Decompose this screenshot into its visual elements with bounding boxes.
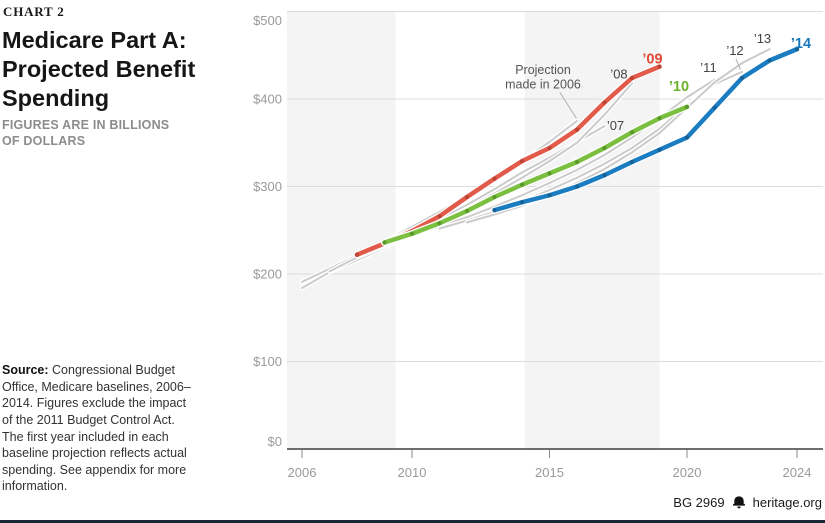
- label-pointer-12: [735, 58, 741, 71]
- series-label-14: ’14: [791, 36, 811, 52]
- data-point-14-2013: [492, 208, 497, 213]
- bottom-rule: [0, 520, 825, 523]
- series-label-08: ’08: [610, 66, 627, 81]
- chart-title-line2: Projected Benefit: [2, 56, 196, 83]
- data-point-09-2012: [464, 194, 470, 200]
- data-point-10-2013: [492, 194, 497, 200]
- background-band-0: [286, 11, 396, 449]
- data-point-10-2012: [464, 208, 470, 214]
- data-point-10-2015: [547, 171, 552, 176]
- data-point-14-2021: [712, 105, 717, 110]
- background-band-1: [524, 11, 660, 449]
- data-point-09-2015: [547, 145, 552, 151]
- data-point-14-2022: [739, 75, 745, 81]
- projection-line-14: [492, 46, 800, 213]
- series-label-09: ’09: [642, 52, 662, 68]
- series-label-07: ’07: [607, 118, 624, 133]
- data-point-10-2020: [684, 104, 690, 109]
- annotation-line1: Projection: [515, 63, 571, 77]
- liberty-bell-icon: [732, 495, 745, 508]
- data-point-10-2017: [602, 145, 607, 151]
- data-point-14-2024: [794, 47, 800, 52]
- data-point-14-2017: [602, 173, 607, 178]
- data-point-10-2009: [382, 240, 387, 245]
- chart-title: Medicare Part A: Projected Benefit Spend…: [2, 26, 195, 113]
- data-point-09-2017: [602, 100, 607, 105]
- data-point-14-2023: [767, 58, 772, 63]
- series-label-11: ’11: [700, 60, 716, 75]
- y-tick-label-0: $0: [268, 434, 282, 449]
- x-tick-label-2010: 2010: [398, 465, 427, 480]
- y-tick-label-200: $200: [253, 267, 282, 282]
- series-label-10: ’10: [669, 79, 689, 95]
- data-point-10-2018: [629, 130, 635, 135]
- x-tick-label-2006: 2006: [288, 465, 317, 480]
- data-point-10-2016: [574, 159, 580, 165]
- data-point-14-2016: [574, 184, 580, 189]
- data-point-09-2018: [629, 75, 635, 81]
- y-tick-label-300: $300: [253, 179, 282, 194]
- source-note: Source: Congressional Budget Office, Med…: [2, 362, 192, 495]
- data-point-10-2014: [519, 182, 525, 187]
- data-point-14-2014: [519, 200, 525, 205]
- data-point-10-2011: [437, 221, 442, 226]
- data-point-14-2018: [629, 159, 635, 165]
- doc-id: BG 2969: [673, 495, 725, 510]
- y-tick-label-400: $400: [253, 92, 282, 107]
- data-point-09-2013: [492, 176, 497, 181]
- x-tick-label-2024: 2024: [783, 465, 812, 480]
- chart-subtitle-line1: FIGURES ARE IN BILLIONS: [2, 118, 170, 132]
- brand-link[interactable]: heritage.org: [752, 495, 822, 510]
- data-point-14-2020: [684, 135, 690, 140]
- source-note-text: Congressional Budget Office, Medicare ba…: [2, 363, 191, 494]
- data-point-09-2016: [574, 127, 580, 132]
- y-tick-label-500: $500: [253, 13, 282, 28]
- annotation-line2: made in 2006: [505, 78, 581, 92]
- x-tick-label-2015: 2015: [535, 465, 564, 480]
- footer: BG 2969 heritage.org: [673, 495, 822, 510]
- series-label-12: ’12: [726, 43, 743, 58]
- data-point-09-2014: [519, 159, 525, 164]
- y-tick-label-100: $100: [253, 354, 282, 369]
- annotation-pointer: [559, 92, 577, 119]
- projection-line-10: [382, 104, 690, 245]
- chart-title-line1: Medicare Part A:: [2, 27, 187, 53]
- data-point-09-2008: [354, 252, 360, 257]
- chart-subtitle-line2: OF DOLLARS: [2, 134, 86, 149]
- chart-title-line3: Spending: [2, 85, 110, 112]
- source-note-label: Source:: [2, 363, 49, 377]
- x-tick-label-2020: 2020: [673, 465, 702, 480]
- data-point-09-2019: [657, 64, 662, 69]
- data-point-14-2019: [657, 147, 662, 152]
- data-point-09-2011: [437, 214, 442, 219]
- chart-subtitle: FIGURES ARE IN BILLIONS OF DOLLARS: [2, 117, 169, 150]
- data-point-14-2015: [547, 193, 552, 198]
- data-point-10-2019: [657, 116, 662, 121]
- series-label-13: ’13: [754, 31, 771, 46]
- chart-kicker: CHART 2: [3, 4, 65, 19]
- data-point-10-2010: [409, 231, 415, 236]
